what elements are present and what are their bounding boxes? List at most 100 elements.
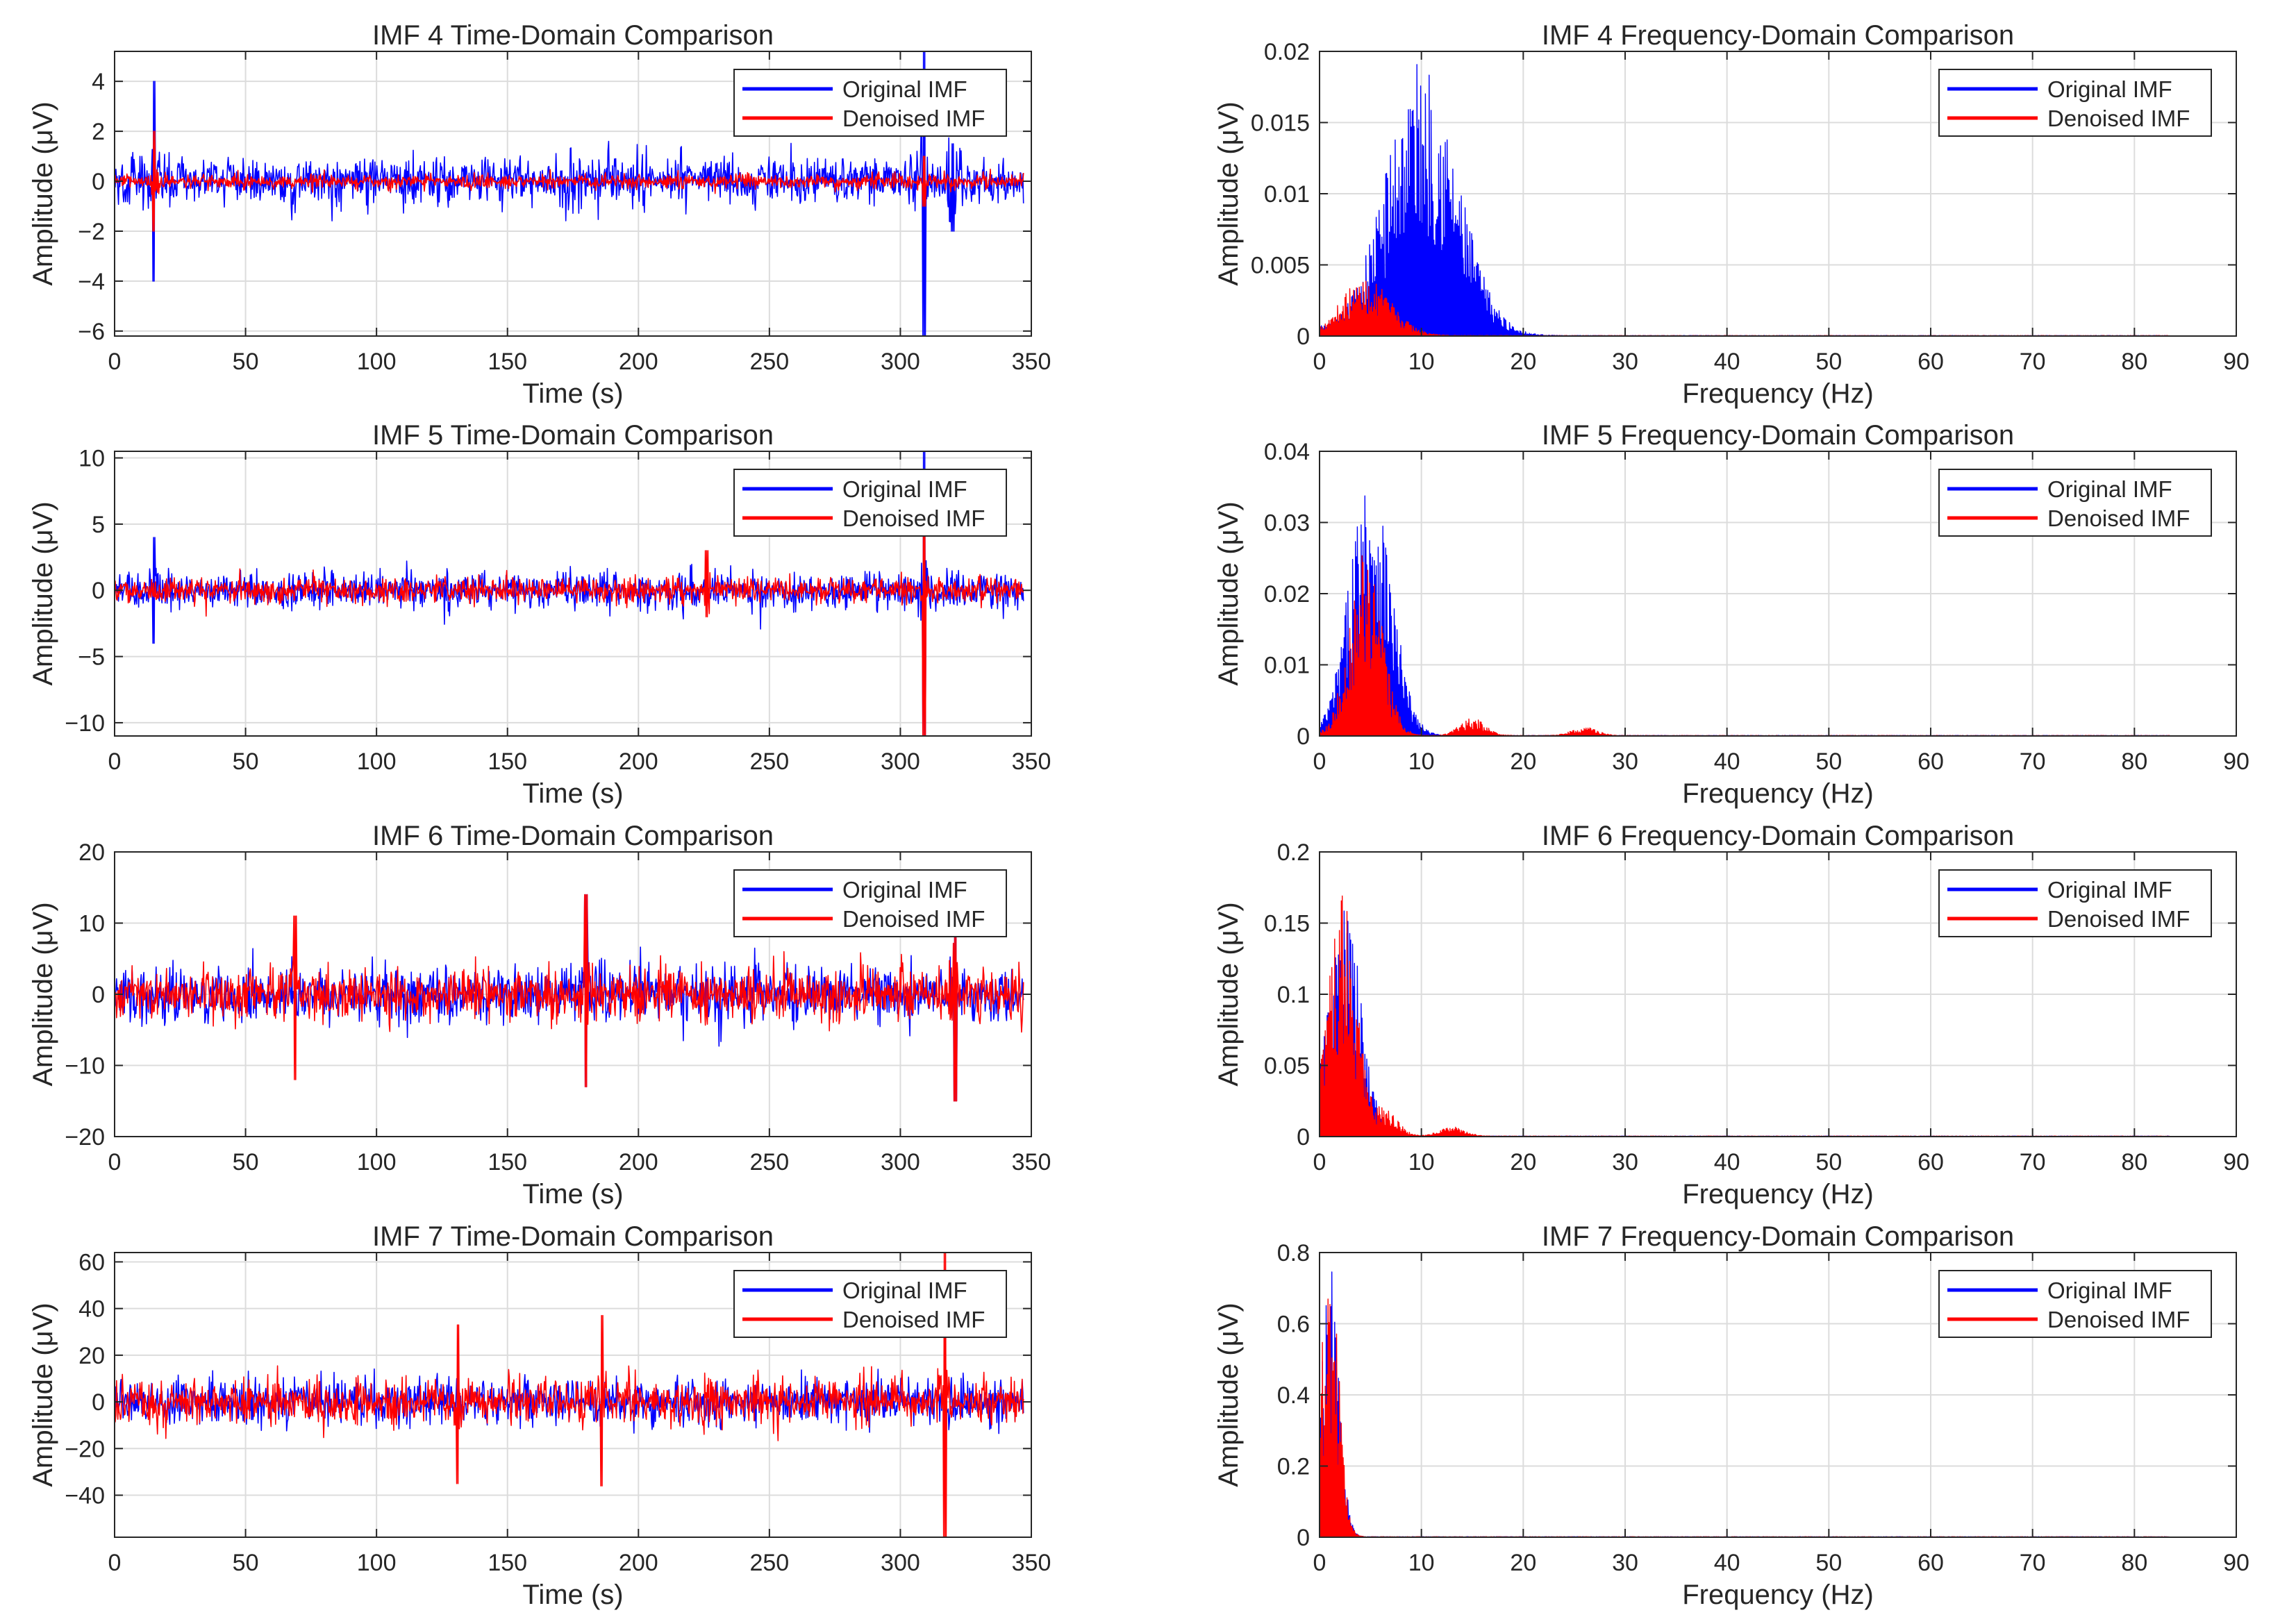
x-tick-label: 350 [1012,748,1051,775]
x-tick-label: 80 [2121,748,2147,775]
x-axis: 0 50 100 150 200 250 300 350 [108,451,1051,775]
y-tick-label: 0.2 [1277,1454,1310,1480]
x-tick-label: 50 [1815,1550,1842,1576]
y-tick-label: 0.03 [1264,510,1310,537]
legend-box [733,469,1007,537]
x-tick-label: 90 [2223,1149,2249,1175]
series-line-denoised [115,483,1024,736]
x-tick-label: 50 [233,748,259,775]
legend-label-denoised: Denoised IMF [842,106,985,131]
x-tick-label: 350 [1012,1149,1051,1175]
plot-data [115,451,1024,736]
legend-label-original: Original IMF [842,476,967,502]
legend: Original IMF Denoised IMF [733,869,1007,937]
y-tick-label: 0 [1297,1525,1310,1551]
x-tick-label: 0 [108,748,122,775]
x-tick-label: 10 [1408,349,1435,375]
legend-label-denoised: Denoised IMF [2047,1307,2190,1332]
x-tick-label: 50 [1815,748,1842,775]
legend: Original IMF Denoised IMF [1938,69,2212,137]
x-tick-label: 0 [1313,1149,1326,1175]
x-tick-label: 60 [1918,748,1944,775]
legend-label-original: Original IMF [2047,877,2172,903]
y-tick-label: −5 [78,644,105,671]
y-tick-label: 0 [92,982,105,1008]
chart-imf7-freq: 0 10 20 30 40 50 60 70 80 90 0 0.2 0.4 0.6 0.8 IMF 7 Fr… [1213,1221,2249,1610]
x-tick-label: 150 [488,1550,527,1576]
chart-title: IMF 7 Frequency-Domain Comparison [1542,1221,2014,1252]
y-axis: −40 −20 0 20 40 60 [65,1249,1031,1509]
y-axis: 0 0.2 0.4 0.6 0.8 [1277,1240,2236,1551]
legend: Original IMF Denoised IMF [1938,869,2212,937]
x-tick-label: 90 [2223,1550,2249,1576]
y-tick-label: 0.1 [1277,982,1310,1008]
legend-label-original: Original IMF [2047,76,2172,102]
x-tick-label: 0 [108,349,122,375]
x-tick-label: 50 [233,1550,259,1576]
x-tick-label: 10 [1408,1550,1435,1576]
y-tick-label: 10 [78,446,105,472]
y-tick-label: 20 [78,839,105,866]
y-axis-label: Amplitude (μV) [1213,902,1244,1086]
x-tick-label: 150 [488,748,527,775]
x-axis-label: Time (s) [522,778,623,809]
x-axis-label: Time (s) [522,378,623,409]
y-tick-label: −20 [65,1436,105,1462]
legend-box [733,869,1007,937]
x-tick-label: 0 [108,1149,122,1175]
x-axis-label: Frequency (Hz) [1682,778,1874,809]
x-tick-label: 90 [2223,349,2249,375]
chart-imf6-freq: 0 10 20 30 40 50 60 70 80 90 0 0.05 0.1 0.15 0.2 IMF 6 … [1213,821,2249,1209]
x-tick-label: 10 [1408,1149,1435,1175]
x-tick-label: 70 [2020,748,2046,775]
x-tick-label: 60 [1918,1149,1944,1175]
legend-label-denoised: Denoised IMF [2047,106,2190,131]
y-axis: 0 0.05 0.1 0.15 0.2 [1264,839,2236,1150]
y-axis-label: Amplitude (μV) [28,501,58,685]
series-line-denoised [115,1253,1024,1537]
y-tick-label: 0 [92,578,105,604]
x-tick-label: 300 [881,748,920,775]
x-tick-label: 100 [357,1550,397,1576]
x-tick-label: 50 [233,349,259,375]
y-axis-label: Amplitude (μV) [28,1303,58,1487]
y-tick-label: −40 [65,1483,105,1509]
x-tick-label: 100 [357,349,397,375]
y-tick-label: 0.6 [1277,1312,1310,1338]
x-tick-label: 30 [1612,349,1638,375]
x-tick-label: 30 [1612,1149,1638,1175]
y-tick-label: 10 [78,911,105,937]
x-axis: 0 50 100 150 200 250 300 350 [108,1253,1051,1576]
x-tick-label: 80 [2121,349,2147,375]
x-tick-label: 100 [357,1149,397,1175]
x-tick-label: 300 [881,1149,920,1175]
y-tick-label: 20 [78,1343,105,1369]
legend-label-denoised: Denoised IMF [2047,906,2190,932]
chart-title: IMF 6 Frequency-Domain Comparison [1542,821,2014,851]
x-tick-label: 300 [881,349,920,375]
y-tick-label: 0 [1297,1124,1310,1150]
x-tick-label: 200 [619,1550,658,1576]
y-tick-label: 0.15 [1264,911,1310,937]
chart-imf6-time: 0 50 100 150 200 250 300 350 −20 −10 0 10 20 IMF 6 Ti… [28,821,1051,1209]
y-tick-label: 4 [92,69,105,95]
y-axis: −20 −10 0 10 20 [65,839,1031,1150]
y-tick-label: 0.04 [1264,439,1310,465]
legend: Original IMF Denoised IMF [733,69,1007,137]
chart-imf5-time: 0 50 100 150 200 250 300 350 −10 −5 0 5 10 IMF 5 Time… [28,420,1051,809]
plot-data [115,51,1024,336]
chart-title: IMF 6 Time-Domain Comparison [372,821,774,851]
y-tick-label: 0.05 [1264,1053,1310,1080]
y-tick-label: 0.2 [1277,839,1310,866]
y-axis: 0 0.005 0.01 0.015 0.02 [1251,39,2236,350]
x-tick-label: 70 [2020,1149,2046,1175]
x-tick-label: 250 [749,1149,789,1175]
x-tick-label: 30 [1612,1550,1638,1576]
axes-box [114,451,1032,737]
x-tick-label: 200 [619,748,658,775]
legend: Original IMF Denoised IMF [1938,469,2212,537]
x-tick-label: 150 [488,349,527,375]
x-tick-label: 350 [1012,349,1051,375]
legend-box [1938,1270,2212,1338]
axes-box [114,51,1032,337]
